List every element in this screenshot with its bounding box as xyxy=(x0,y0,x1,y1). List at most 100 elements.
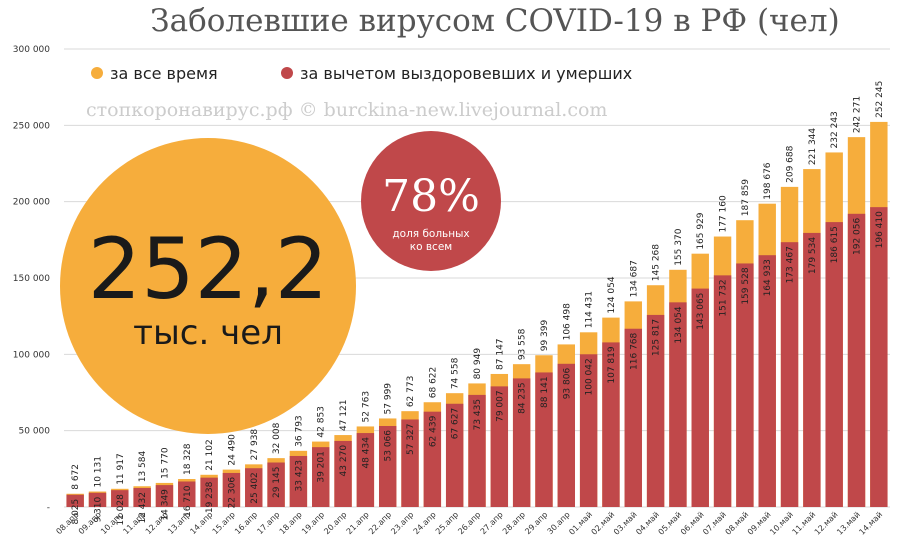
x-axis: 08.апр09.апр10.апр11.апр12.апр13.апр14.а… xyxy=(54,510,884,537)
data-label-total: 209 688 xyxy=(786,145,796,182)
bar-active xyxy=(267,462,285,507)
data-label-total: 114 431 xyxy=(585,291,595,328)
bar-active xyxy=(423,411,442,507)
data-label-total: 80 949 xyxy=(473,348,483,380)
data-label-total: 145 268 xyxy=(652,244,662,281)
y-axis: - 50 000 100 000 150 000 200 000 250 000 300 0… xyxy=(13,45,50,513)
y-tick-label: 250 000 xyxy=(13,121,50,131)
data-label-active: 48 434 xyxy=(361,437,371,469)
legend-label-active: за вычетом выздоровевших и умерших xyxy=(300,64,632,83)
x-tick-label: 21.апр xyxy=(345,510,371,536)
data-label-active: 57 327 xyxy=(406,423,416,455)
data-label-active: 8 025 xyxy=(71,499,81,525)
data-label-total: 242 271 xyxy=(853,96,863,133)
data-label-active: 22 306 xyxy=(227,477,237,509)
data-label-total: 57 999 xyxy=(384,383,394,415)
data-label-active: 62 439 xyxy=(428,415,438,447)
bar-active xyxy=(200,477,218,507)
bar-active xyxy=(535,372,553,507)
bar-active xyxy=(870,207,888,507)
x-tick-label: 01.май xyxy=(567,510,594,537)
data-label-total: 18 328 xyxy=(183,443,193,475)
bar-active xyxy=(847,213,866,508)
share-caption-line1: доля больных xyxy=(392,228,469,240)
bar-active xyxy=(178,481,196,507)
bar-active xyxy=(88,492,107,507)
x-tick-label: 22.апр xyxy=(367,510,393,536)
total-highlight-disc xyxy=(60,138,356,434)
bar-active xyxy=(356,433,375,507)
data-label-active: 196 410 xyxy=(875,211,885,248)
legend-swatch-total xyxy=(91,67,103,79)
bar-active xyxy=(445,403,464,507)
data-label-active: 11 028 xyxy=(116,494,126,526)
x-tick-label: 08.май xyxy=(724,510,751,537)
share-caption-line2: ко всем xyxy=(410,241,452,253)
data-label-active: 93 806 xyxy=(562,368,572,400)
bar-active xyxy=(825,222,843,507)
data-label-total: 42 853 xyxy=(317,406,327,438)
x-tick-label: 20.апр xyxy=(322,510,348,536)
bar-active xyxy=(579,354,598,507)
data-label-active: 88 141 xyxy=(540,376,550,408)
bar-active xyxy=(66,494,84,507)
bar-active xyxy=(468,394,486,507)
data-label-active: 14 349 xyxy=(160,489,170,521)
total-highlight-circle: 252,2 тыс. чел xyxy=(60,138,356,434)
data-label-active: 107 819 xyxy=(607,346,617,383)
x-tick-label: 26.апр xyxy=(456,510,482,536)
y-tick-label: 200 000 xyxy=(13,198,50,208)
data-label-total: 15 770 xyxy=(160,447,170,479)
data-label-total: 32 008 xyxy=(272,422,282,454)
x-tick-label: 13.май xyxy=(835,510,862,537)
bar-active xyxy=(691,288,709,507)
bar-active xyxy=(624,328,642,507)
data-label-active: 33 423 xyxy=(294,460,304,492)
bar-active xyxy=(111,490,129,507)
data-label-active: 29 145 xyxy=(272,467,282,499)
data-label-total: 36 793 xyxy=(294,415,304,447)
bar-active xyxy=(334,440,352,507)
data-label-total: 62 773 xyxy=(406,376,416,408)
bar-active xyxy=(512,378,531,507)
bar-active xyxy=(222,472,241,507)
x-tick-label: 18.апр xyxy=(278,510,304,536)
x-tick-label: 28.апр xyxy=(501,510,527,536)
data-label-active: 79 007 xyxy=(495,390,505,422)
watermark: стопкоронавирус.рф © burckina-new.livejo… xyxy=(86,99,607,121)
data-label-active: 192 056 xyxy=(853,218,863,255)
data-label-active: 43 270 xyxy=(339,445,349,477)
data-label-total: 124 054 xyxy=(607,276,617,313)
bar-active xyxy=(133,488,151,507)
data-label-total: 187 859 xyxy=(741,179,751,216)
data-label-active: 100 042 xyxy=(585,358,595,395)
bar-active xyxy=(557,363,576,507)
data-label-total: 24 490 xyxy=(227,434,237,466)
data-label-active: 159 528 xyxy=(741,267,751,304)
data-label-active: 84 235 xyxy=(518,382,528,414)
bar-active xyxy=(646,314,665,507)
data-label-active: 12 432 xyxy=(138,492,148,524)
legend-swatch-active xyxy=(281,67,293,79)
bar-active xyxy=(401,419,419,507)
x-tick-label: 19.апр xyxy=(300,510,326,536)
x-tick-label: 04.май xyxy=(634,510,661,537)
data-label-total: 13 584 xyxy=(138,450,148,482)
x-tick-label: 23.апр xyxy=(389,510,415,536)
data-label-total: 11 917 xyxy=(116,453,126,485)
data-label-active: 186 615 xyxy=(830,226,840,263)
x-tick-label: 14.май xyxy=(857,510,884,537)
bars: 8 672 8 025 10 131 9 310 11 917 11 028 13 584 1… xyxy=(66,81,888,526)
data-label-active: 19 238 xyxy=(205,481,215,513)
x-tick-label: 03.май xyxy=(612,510,639,537)
y-tick-label: 300 000 xyxy=(13,45,50,55)
data-label-total: 21 102 xyxy=(205,439,215,471)
legend: за все время за вычетом выздоровевших и … xyxy=(91,64,632,83)
share-circle: 78% доля больных ко всем xyxy=(361,131,501,271)
data-label-active: 173 467 xyxy=(786,246,796,283)
bar-active xyxy=(312,447,330,507)
data-label-active: 134 054 xyxy=(674,306,684,343)
x-tick-label: 02.май xyxy=(590,510,617,537)
x-tick-label: 12.май xyxy=(813,510,840,537)
data-label-total: 221 344 xyxy=(808,128,818,165)
